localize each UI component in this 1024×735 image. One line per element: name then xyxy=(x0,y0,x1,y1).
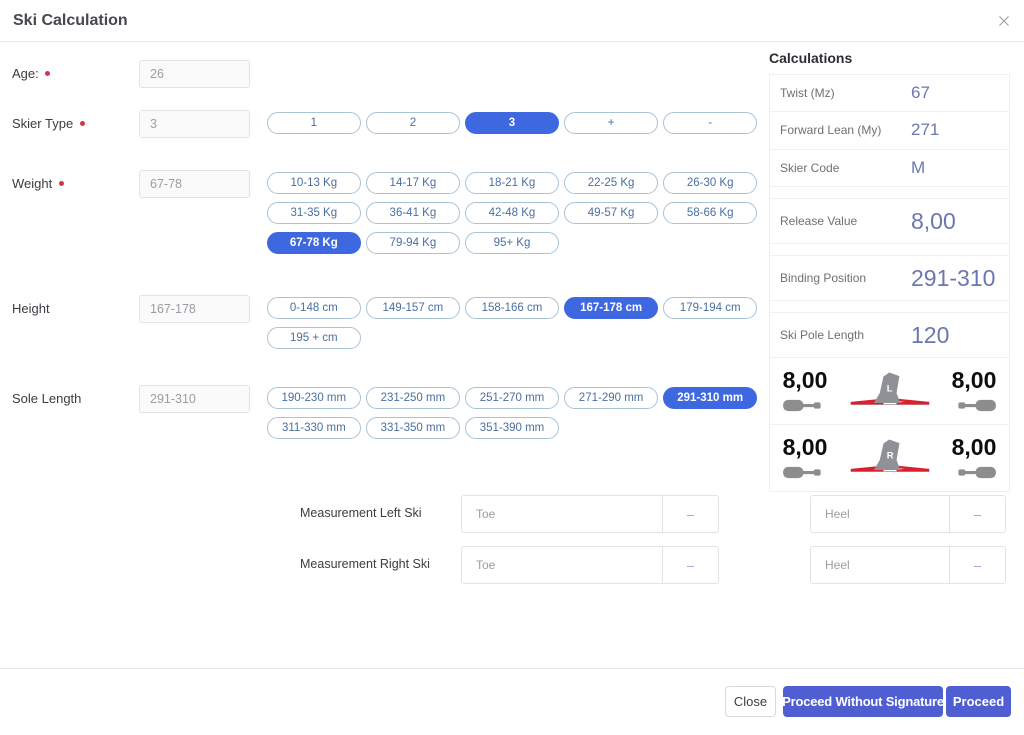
svg-text:R: R xyxy=(886,450,893,461)
svg-text:L: L xyxy=(886,383,892,394)
